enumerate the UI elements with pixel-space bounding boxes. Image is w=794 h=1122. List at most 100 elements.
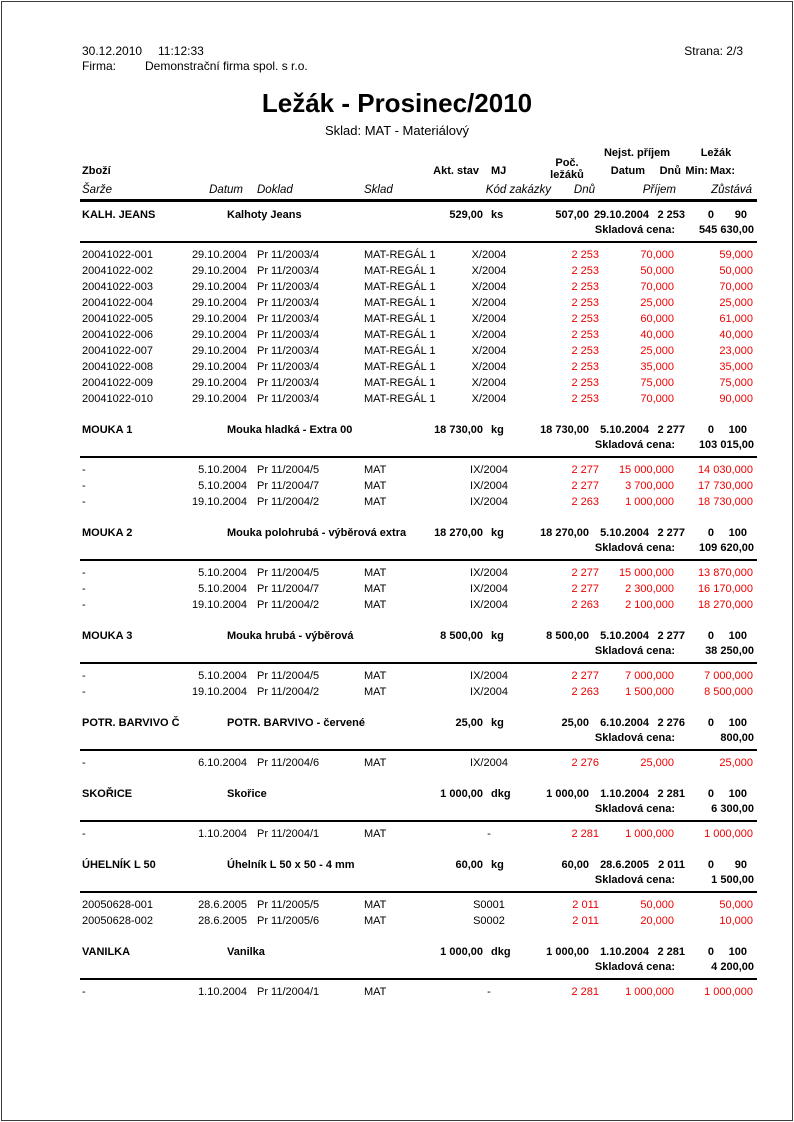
colhead-order-code: Kód zakázky — [485, 184, 551, 196]
batch-days: 2 253 — [571, 377, 599, 389]
stock-price-label: Skladová cena: — [594, 961, 675, 973]
batch-remaining: 16 170,000 — [697, 583, 753, 595]
batch-days: 2 253 — [571, 393, 599, 405]
stock-price-label: Skladová cena: — [594, 439, 675, 451]
batch-rows: - 5.10.2004 Pr 11/2004/5 MAT IX/2004 2 2… — [82, 462, 757, 510]
item-min: 0 — [707, 424, 714, 436]
spacer — [247, 755, 257, 771]
sections: KALH. JEANS Kalhoty Jeans 529,00 ks 507,… — [80, 208, 757, 1016]
stock-price-label: Skladová cena: — [594, 224, 675, 236]
item-min: 0 — [707, 209, 714, 221]
item-oldest-receipt-days: 2 281 — [657, 946, 685, 958]
item-min: 0 — [707, 630, 714, 642]
stock-price-value: 1 500,00 — [711, 874, 754, 886]
batch-warehouse: MAT — [364, 496, 387, 508]
spacer — [483, 526, 491, 541]
batch-remaining: 14 030,000 — [697, 464, 753, 476]
batch-remaining: 1 000,000 — [704, 828, 753, 840]
spacer — [247, 391, 257, 407]
batch-date: 5.10.2004 — [198, 480, 247, 492]
batch-order-code: IX/2004 — [470, 496, 508, 508]
batch-days: 2 253 — [571, 297, 599, 309]
colhead-document: Doklad — [257, 184, 293, 196]
batch-number: - — [82, 686, 86, 698]
stock-price-row: Skladová cena: 109 620,00 — [82, 541, 757, 556]
item-aged-quantity: 18 730,00 — [540, 424, 589, 436]
batch-row: - 1.10.2004 Pr 11/2004/1 MAT - 2 281 1 0… — [82, 826, 757, 842]
batch-order-code: X/2004 — [471, 249, 507, 261]
colhead-min: Min: — [685, 165, 708, 177]
batch-days: 2 253 — [571, 281, 599, 293]
batch-row: 20050628-002 28.6.2005 Pr 11/2005/6 MAT … — [82, 913, 757, 929]
batch-warehouse: MAT — [364, 583, 387, 595]
stock-price-label: Skladová cena: — [594, 874, 675, 886]
batch-document: Pr 11/2003/4 — [257, 265, 320, 277]
batch-remaining: 75,000 — [719, 377, 753, 389]
item-summary-row: ÚHELNÍK L 50 Úhelník L 50 x 50 - 4 mm 60… — [82, 858, 757, 873]
spacer — [247, 311, 257, 327]
batch-number: 20041022-005 — [82, 313, 153, 325]
batch-order-code: X/2004 — [471, 345, 507, 357]
batch-remaining: 8 500,000 — [704, 686, 753, 698]
batch-received: 20,000 — [640, 915, 674, 927]
batch-row: 20041022-007 29.10.2004 Pr 11/2003/4 MAT… — [82, 343, 757, 359]
batch-warehouse: MAT — [364, 599, 387, 611]
batch-received: 70,000 — [640, 393, 674, 405]
batch-received: 50,000 — [640, 899, 674, 911]
item-oldest-receipt-date: 28.6.2005 — [600, 859, 649, 871]
batch-document: Pr 11/2004/7 — [257, 480, 320, 492]
item-description: Kalhoty Jeans — [227, 209, 302, 221]
batch-received: 1 000,000 — [625, 828, 674, 840]
batch-days: 2 011 — [572, 899, 599, 911]
item-code: MOUKA 2 — [82, 527, 133, 539]
batch-order-code: X/2004 — [471, 265, 507, 277]
item-oldest-receipt-days: 2 011 — [658, 859, 685, 871]
batch-order-code: S0002 — [473, 915, 505, 927]
batch-order-code: - — [487, 986, 491, 998]
batch-date: 29.10.2004 — [191, 361, 247, 373]
batch-row: - 6.10.2004 Pr 11/2004/6 MAT IX/2004 2 2… — [82, 755, 757, 771]
batch-document: Pr 11/2003/4 — [257, 393, 320, 405]
batch-document: Pr 11/2003/4 — [257, 249, 320, 261]
page-subtitle: Sklad: MAT - Materiálový — [324, 123, 469, 138]
spacer — [247, 668, 257, 684]
batch-date: 28.6.2005 — [198, 899, 247, 911]
batch-remaining: 23,000 — [719, 345, 753, 357]
batch-document: Pr 11/2003/4 — [257, 281, 320, 293]
batch-number: 20041022-001 — [82, 249, 153, 261]
batch-rows: - 1.10.2004 Pr 11/2004/1 MAT - 2 281 1 0… — [82, 826, 757, 842]
section-rule — [80, 891, 757, 893]
batch-document: Pr 11/2004/6 — [257, 757, 320, 769]
spacer — [247, 375, 257, 391]
item-unit: ks — [491, 209, 504, 221]
batch-days: 2 277 — [571, 567, 599, 579]
batch-received: 25,000 — [640, 297, 674, 309]
spacer — [247, 295, 257, 311]
batch-warehouse: MAT — [364, 686, 387, 698]
spacer — [247, 359, 257, 375]
batch-received: 35,000 — [640, 361, 674, 373]
spacer — [483, 629, 491, 644]
stock-price-value: 6 300,00 — [711, 803, 754, 815]
colhead-remaining: Zůstává — [711, 184, 752, 196]
page-title: Ležák - Prosinec/2010 — [261, 88, 533, 118]
item-description: POTR. BARVIVO - červené — [227, 717, 365, 729]
batch-days: 2 277 — [571, 464, 599, 476]
item-current-stock: 60,00 — [455, 859, 483, 871]
batch-document: Pr 11/2003/4 — [257, 297, 320, 309]
item-current-stock: 18 270,00 — [434, 527, 483, 539]
item-summary-row: VANILKA Vanilka 1 000,00 dkg 1 000,00 1.… — [82, 945, 757, 960]
item-min: 0 — [707, 788, 714, 800]
batch-rows: - 5.10.2004 Pr 11/2004/5 MAT IX/2004 2 2… — [82, 565, 757, 613]
batch-remaining: 25,000 — [719, 757, 753, 769]
spacer — [483, 423, 491, 438]
stock-price-row: Skladová cena: 6 300,00 — [82, 802, 757, 817]
spacer — [247, 984, 257, 1000]
item-oldest-receipt-days: 2 281 — [657, 788, 685, 800]
batch-remaining: 59,000 — [719, 249, 753, 261]
batch-row: - 5.10.2004 Pr 11/2004/7 MAT IX/2004 2 2… — [82, 478, 757, 494]
spacer — [247, 597, 257, 613]
colhead-oldest-date: Datum — [610, 165, 645, 177]
item-aged-quantity: 8 500,00 — [546, 630, 589, 642]
batch-order-code: IX/2004 — [470, 599, 508, 611]
